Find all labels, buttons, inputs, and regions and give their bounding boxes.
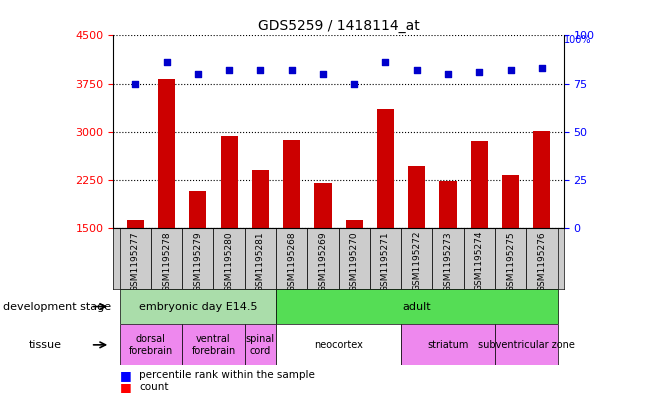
Bar [526, 228, 557, 289]
Bar [151, 228, 182, 289]
Bar [158, 79, 175, 228]
Bar [307, 228, 339, 289]
Bar [432, 228, 464, 289]
Point [130, 80, 141, 86]
Text: GSM1195272: GSM1195272 [412, 231, 421, 292]
Text: spinal
cord: spinal cord [246, 334, 275, 356]
Bar [245, 324, 276, 365]
Bar [276, 289, 557, 324]
Point [474, 69, 485, 75]
Bar [401, 324, 495, 365]
Text: GSM1195270: GSM1195270 [350, 231, 359, 292]
Bar [276, 324, 401, 365]
Text: GSM1195274: GSM1195274 [475, 231, 484, 292]
Bar [189, 191, 207, 228]
Bar [345, 220, 363, 228]
Bar [408, 166, 425, 228]
Bar [120, 289, 276, 324]
Text: subventricular zone: subventricular zone [478, 340, 575, 350]
Text: percentile rank within the sample: percentile rank within the sample [139, 370, 315, 380]
Text: adult: adult [402, 301, 431, 312]
Bar [245, 228, 276, 289]
Text: GSM1195281: GSM1195281 [256, 231, 265, 292]
Bar [182, 324, 245, 365]
Text: tissue: tissue [29, 340, 62, 350]
Bar [182, 228, 213, 289]
Text: GSM1195275: GSM1195275 [506, 231, 515, 292]
Point [505, 67, 516, 73]
Point [380, 59, 391, 66]
Point [318, 71, 328, 77]
Bar [213, 228, 245, 289]
Text: neocortex: neocortex [314, 340, 363, 350]
Bar [314, 183, 332, 228]
Point [443, 71, 453, 77]
Text: striatum: striatum [427, 340, 469, 350]
Bar [283, 140, 300, 228]
Point [192, 71, 203, 77]
Text: GSM1195280: GSM1195280 [225, 231, 234, 292]
Text: GSM1195277: GSM1195277 [131, 231, 140, 292]
Bar [339, 228, 370, 289]
Bar [370, 228, 401, 289]
Text: GSM1195273: GSM1195273 [443, 231, 452, 292]
Bar [495, 228, 526, 289]
Text: dorsal
forebrain: dorsal forebrain [129, 334, 173, 356]
Bar [127, 220, 144, 228]
Point [286, 67, 297, 73]
Bar [276, 228, 307, 289]
Bar [120, 324, 182, 365]
Bar [533, 131, 550, 228]
Point [411, 67, 422, 73]
Text: GSM1195278: GSM1195278 [162, 231, 171, 292]
Text: GSM1195271: GSM1195271 [381, 231, 390, 292]
Point [161, 59, 172, 66]
Text: 100%: 100% [564, 35, 591, 45]
Bar [439, 181, 457, 228]
Point [537, 65, 547, 71]
Bar [495, 324, 557, 365]
Title: GDS5259 / 1418114_at: GDS5259 / 1418114_at [258, 19, 419, 33]
Point [349, 80, 360, 86]
Bar [120, 228, 151, 289]
Text: count: count [139, 382, 169, 392]
Text: ■: ■ [120, 369, 132, 382]
Bar [377, 108, 394, 228]
Text: GSM1195276: GSM1195276 [537, 231, 546, 292]
Text: ■: ■ [120, 380, 132, 393]
Text: ventral
forebrain: ventral forebrain [191, 334, 236, 356]
Bar [220, 136, 238, 228]
Text: GSM1195269: GSM1195269 [318, 231, 327, 292]
Bar [470, 141, 488, 228]
Text: development stage: development stage [3, 301, 111, 312]
Text: embryonic day E14.5: embryonic day E14.5 [139, 301, 257, 312]
Bar [401, 228, 432, 289]
Bar [252, 170, 269, 228]
Point [224, 67, 235, 73]
Text: GSM1195268: GSM1195268 [287, 231, 296, 292]
Point [255, 67, 266, 73]
Bar [502, 175, 519, 228]
Bar [464, 228, 495, 289]
Text: GSM1195279: GSM1195279 [193, 231, 202, 292]
